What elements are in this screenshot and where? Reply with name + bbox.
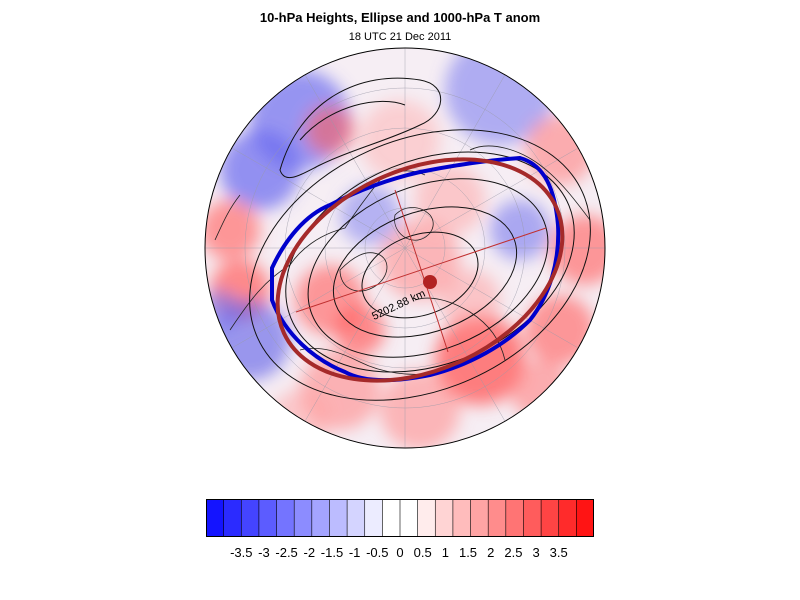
anomaly-blob xyxy=(380,370,460,448)
colorbar-label: 3 xyxy=(532,545,540,560)
anomaly-blob xyxy=(270,390,330,448)
meridian-line xyxy=(404,247,506,422)
colorbar-label: 0.5 xyxy=(413,545,432,560)
colorbar-cell xyxy=(240,499,260,537)
plot-title: 10-hPa Heights, Ellipse and 1000-hPa T a… xyxy=(259,10,541,25)
colorbar-cell xyxy=(329,499,348,537)
ellipse-center-marker xyxy=(423,275,437,289)
colorbar-label: -0.5 xyxy=(366,545,389,560)
colorbar-cell xyxy=(452,499,472,537)
anomaly-blob xyxy=(220,130,300,210)
colorbar-cell xyxy=(311,499,331,537)
colorbar-label: 1 xyxy=(441,545,450,560)
colorbar-cell xyxy=(382,499,401,537)
colorbar-label: -1 xyxy=(348,545,361,560)
colorbar-cell xyxy=(434,499,454,537)
meridian-line xyxy=(231,247,406,349)
colorbar-cell xyxy=(540,499,560,537)
colorbar-cell xyxy=(576,499,594,537)
colorbar-cell xyxy=(293,499,313,537)
colorbar-cell xyxy=(364,499,383,537)
anomaly-blob xyxy=(525,115,595,185)
colorbar-cell xyxy=(505,499,525,537)
colorbar-label: -2.5 xyxy=(275,545,298,560)
colorbar-cell xyxy=(417,499,436,537)
anomaly-blob xyxy=(490,200,550,260)
colorbar-cell xyxy=(558,499,577,537)
colorbar-cell xyxy=(223,499,242,537)
globe-outline xyxy=(204,47,606,449)
colorbar-label: 2 xyxy=(487,545,495,560)
ellipse-axes xyxy=(295,189,547,353)
colorbar-labels: -3.5 -3 -2.5 -2 -1.5 -1 -0.5 0 0.5 1 1.5 2 2.5 3 3.5 xyxy=(0,545,800,563)
colorbar-label: 3.5 xyxy=(549,545,568,560)
colorbar-cell xyxy=(346,499,366,537)
colorbar-cell xyxy=(206,499,225,537)
colorbar-cell xyxy=(523,499,542,537)
colorbar xyxy=(206,499,594,537)
colorbar-label: -3 xyxy=(258,545,270,560)
meridian-line xyxy=(404,247,579,349)
anomaly-blob xyxy=(415,165,485,235)
anomaly-blob xyxy=(340,185,400,245)
colorbar-cell xyxy=(258,499,278,537)
anomaly-blob xyxy=(335,305,385,355)
contour-10hpa-blue xyxy=(270,155,561,383)
colorbar-label: 0 xyxy=(396,545,404,560)
anomaly-blob xyxy=(360,100,440,180)
colorbar-cell xyxy=(399,499,419,537)
anomaly-blob xyxy=(440,270,500,330)
colorbar-label: -2 xyxy=(303,545,316,560)
colorbar-label: 1.5 xyxy=(458,545,478,560)
plot-subtitle: 18 UTC 21 Dec 2011 xyxy=(348,31,452,43)
meridian-line xyxy=(404,147,579,249)
meridian-line xyxy=(231,147,406,249)
colorbar-label: -3.5 xyxy=(230,545,253,560)
colorbar-cell xyxy=(470,499,489,537)
colorbar-label: -1.5 xyxy=(320,545,344,560)
anomaly-blob xyxy=(305,105,355,155)
colorbar-cell xyxy=(276,499,295,537)
fitted-ellipse xyxy=(275,157,565,383)
colorbar-cell xyxy=(487,499,507,537)
anomaly-blob xyxy=(510,360,570,420)
colorbar-label: 2.5 xyxy=(504,545,523,560)
